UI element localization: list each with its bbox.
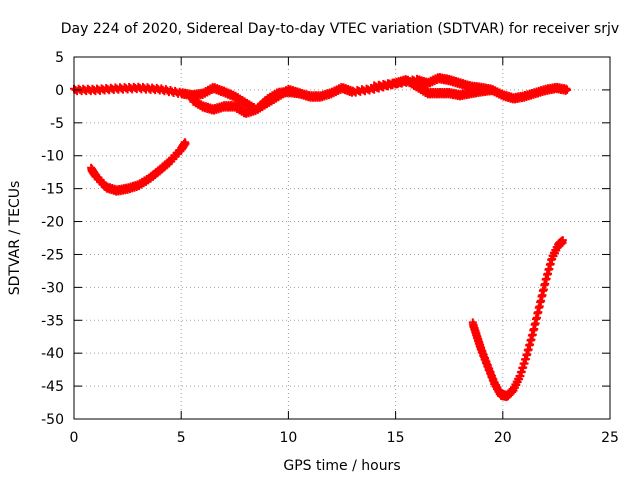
data-point [181, 139, 190, 148]
y-tick-label: -50 [41, 412, 64, 428]
chart-title: Day 224 of 2020, Sidereal Day-to-day VTE… [61, 21, 619, 37]
data-point [563, 85, 572, 94]
y-tick-label: -10 [41, 149, 64, 165]
y-tick-label: -30 [41, 280, 64, 296]
x-tick-label: 5 [177, 430, 186, 446]
y-tick-label: 0 [55, 83, 64, 99]
y-tick-label: -45 [41, 379, 64, 395]
y-tick-label: -5 [50, 116, 64, 132]
x-tick-label: 20 [494, 430, 512, 446]
y-tick-label: 5 [55, 50, 64, 66]
y-tick-label: -40 [41, 346, 64, 362]
y-tick-label: -25 [41, 247, 64, 263]
x-axis-label: GPS time / hours [283, 458, 400, 474]
series-main-band-upper [70, 73, 572, 115]
series-main-band-upper-2 [370, 75, 497, 101]
plot-frame [73, 56, 611, 420]
y-tick-label: -20 [41, 215, 64, 231]
data-point [488, 87, 497, 96]
y-tick-label: -15 [41, 182, 64, 198]
grid-layer [74, 57, 610, 419]
tick-layer: 0 5 10 15 20 25 5 0 -5 -10 -15 -20 -25 -30 -35 -40 -45 -5… [41, 50, 619, 446]
data-point [295, 90, 304, 99]
data-point [558, 236, 567, 245]
series-morning-arc [87, 138, 190, 196]
series-evening-dip [468, 236, 567, 402]
x-tick-label: 15 [387, 430, 405, 446]
x-tick-label: 25 [601, 430, 619, 446]
x-tick-label: 0 [70, 430, 79, 446]
series-main-band-lower [187, 86, 304, 118]
y-tick-label: -35 [41, 313, 64, 329]
y-axis-label: SDTVAR / TECUs [7, 181, 23, 296]
data-layer [70, 73, 572, 402]
x-tick-label: 10 [279, 430, 297, 446]
